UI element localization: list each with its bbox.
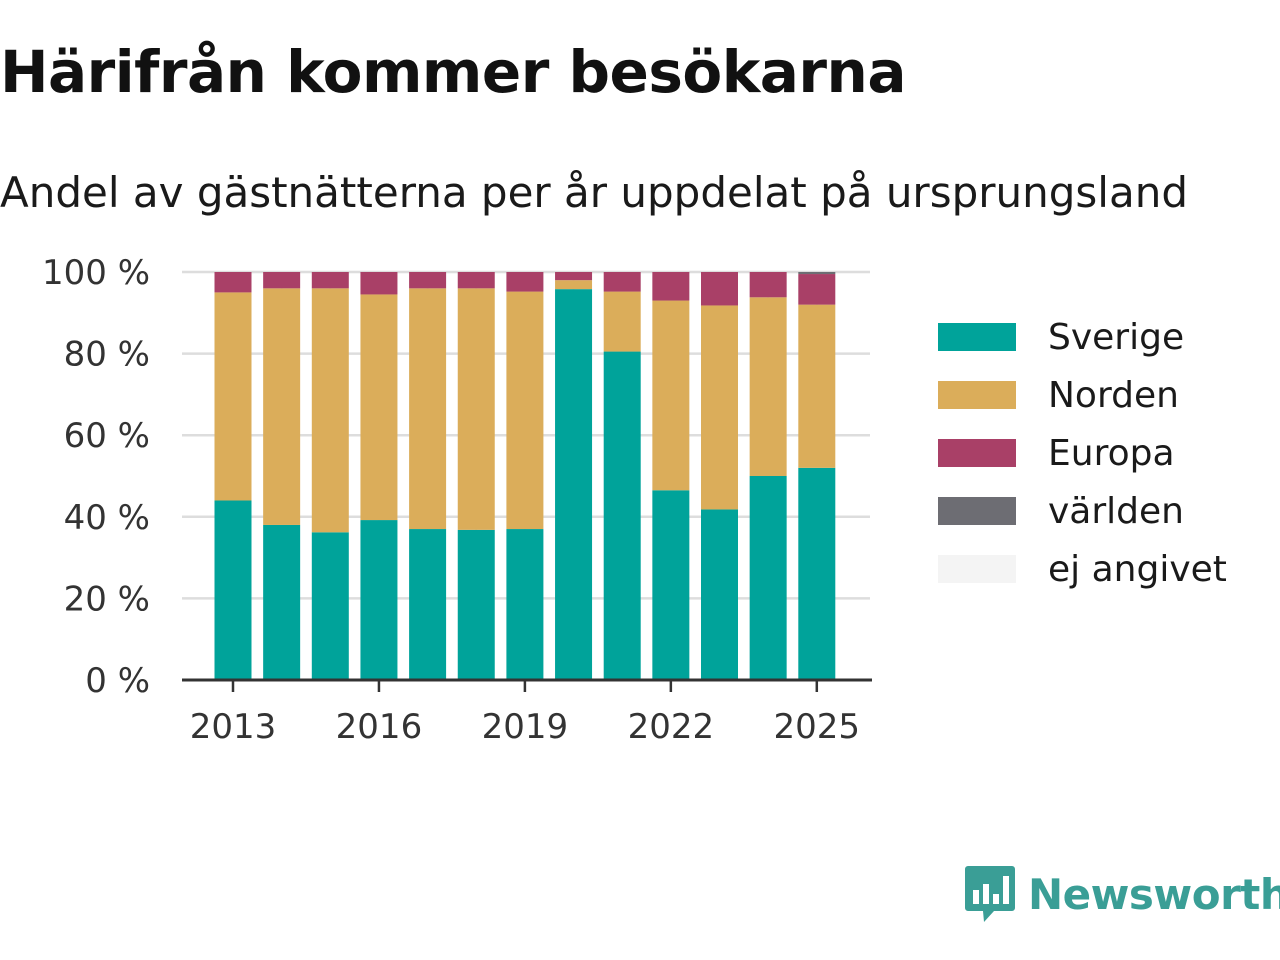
y-tick-label: 40 % bbox=[64, 498, 150, 538]
bar-segment bbox=[701, 509, 738, 680]
bar-segment bbox=[214, 272, 252, 293]
bar-segment bbox=[798, 272, 836, 275]
bar-segment bbox=[263, 272, 301, 289]
x-tick-label: 2019 bbox=[482, 707, 569, 747]
bar-segment bbox=[652, 490, 690, 680]
y-tick-label: 60 % bbox=[64, 416, 150, 456]
bar-segment bbox=[360, 272, 398, 295]
legend-item: Europa bbox=[938, 424, 1227, 482]
legend-item: världen bbox=[938, 482, 1227, 540]
y-tick-label: 20 % bbox=[64, 579, 150, 619]
bar-segment bbox=[555, 280, 593, 290]
bar-segment bbox=[311, 272, 349, 289]
bar-segment bbox=[603, 351, 641, 680]
legend-swatch bbox=[938, 381, 1016, 409]
bar-segment bbox=[798, 467, 836, 680]
bar-segment bbox=[214, 500, 252, 680]
bar-segment bbox=[409, 529, 447, 680]
chart-title: Härifrån kommer besökarna bbox=[0, 38, 906, 106]
legend-label: Sverige bbox=[1048, 316, 1185, 358]
y-tick-label: 0 % bbox=[85, 661, 150, 701]
bar-segment bbox=[409, 288, 447, 530]
legend-label: världen bbox=[1048, 490, 1184, 532]
legend-swatch bbox=[938, 497, 1016, 525]
legend-item: Sverige bbox=[938, 308, 1227, 366]
brand-name: Newsworthy bbox=[1028, 869, 1280, 919]
x-tick-label: 2013 bbox=[190, 707, 277, 747]
bars bbox=[214, 272, 836, 680]
bar-segment bbox=[360, 520, 398, 680]
bar-segment bbox=[506, 529, 544, 680]
stacked-bar-chart: 0 % 20 % 40 % 60 % 80 % 100 % 2013 2016 2019 2022… bbox=[42, 253, 872, 747]
x-tick-label: 2022 bbox=[628, 707, 715, 747]
bar-segment bbox=[457, 529, 495, 680]
legend-swatch bbox=[938, 323, 1016, 351]
legend-item: ej angivet bbox=[938, 540, 1227, 598]
bar-segment bbox=[749, 272, 787, 298]
bar-segment bbox=[214, 292, 252, 501]
legend-label: Norden bbox=[1048, 374, 1179, 416]
bar-segment bbox=[701, 305, 738, 510]
bar-segment bbox=[360, 294, 398, 521]
chart-subtitle: Andel av gästnätterna per år uppdelat på… bbox=[0, 168, 1188, 217]
bar-segment bbox=[457, 272, 495, 289]
bar-segment bbox=[311, 532, 349, 680]
bar-segment bbox=[311, 288, 349, 533]
legend-swatch bbox=[938, 439, 1016, 467]
legend-label: Europa bbox=[1048, 432, 1175, 474]
bar-segment bbox=[603, 291, 641, 352]
legend: Sverige Norden Europa världen ej angivet bbox=[938, 308, 1227, 598]
legend-item: Norden bbox=[938, 366, 1227, 424]
bar-segment bbox=[506, 272, 544, 292]
y-tick-label: 80 % bbox=[64, 335, 150, 375]
bar-segment bbox=[749, 297, 787, 476]
legend-label: ej angivet bbox=[1048, 548, 1227, 590]
bar-segment bbox=[749, 476, 787, 680]
legend-swatch bbox=[938, 555, 1016, 583]
y-tick-label: 100 % bbox=[42, 253, 150, 293]
bar-segment bbox=[263, 524, 301, 680]
bar-segment bbox=[798, 274, 836, 305]
bar-segment bbox=[457, 288, 495, 530]
axes: 0 % 20 % 40 % 60 % 80 % 100 % 2013 2016 2019 2022… bbox=[42, 253, 872, 747]
bar-segment bbox=[701, 272, 738, 306]
bar-segment bbox=[409, 272, 447, 289]
newsworthy-logo-icon bbox=[965, 866, 1015, 922]
bar-segment bbox=[555, 289, 593, 680]
bar-segment bbox=[263, 288, 301, 525]
x-tick-label: 2025 bbox=[774, 707, 861, 747]
x-tick-label: 2016 bbox=[336, 707, 423, 747]
bar-segment bbox=[555, 272, 593, 281]
bar-segment bbox=[652, 300, 690, 491]
bar-segment bbox=[506, 291, 544, 530]
bar-segment bbox=[603, 272, 641, 292]
bar-segment bbox=[652, 272, 690, 301]
brand-logo: Newsworthy bbox=[964, 864, 1280, 924]
bar-segment bbox=[798, 304, 836, 468]
